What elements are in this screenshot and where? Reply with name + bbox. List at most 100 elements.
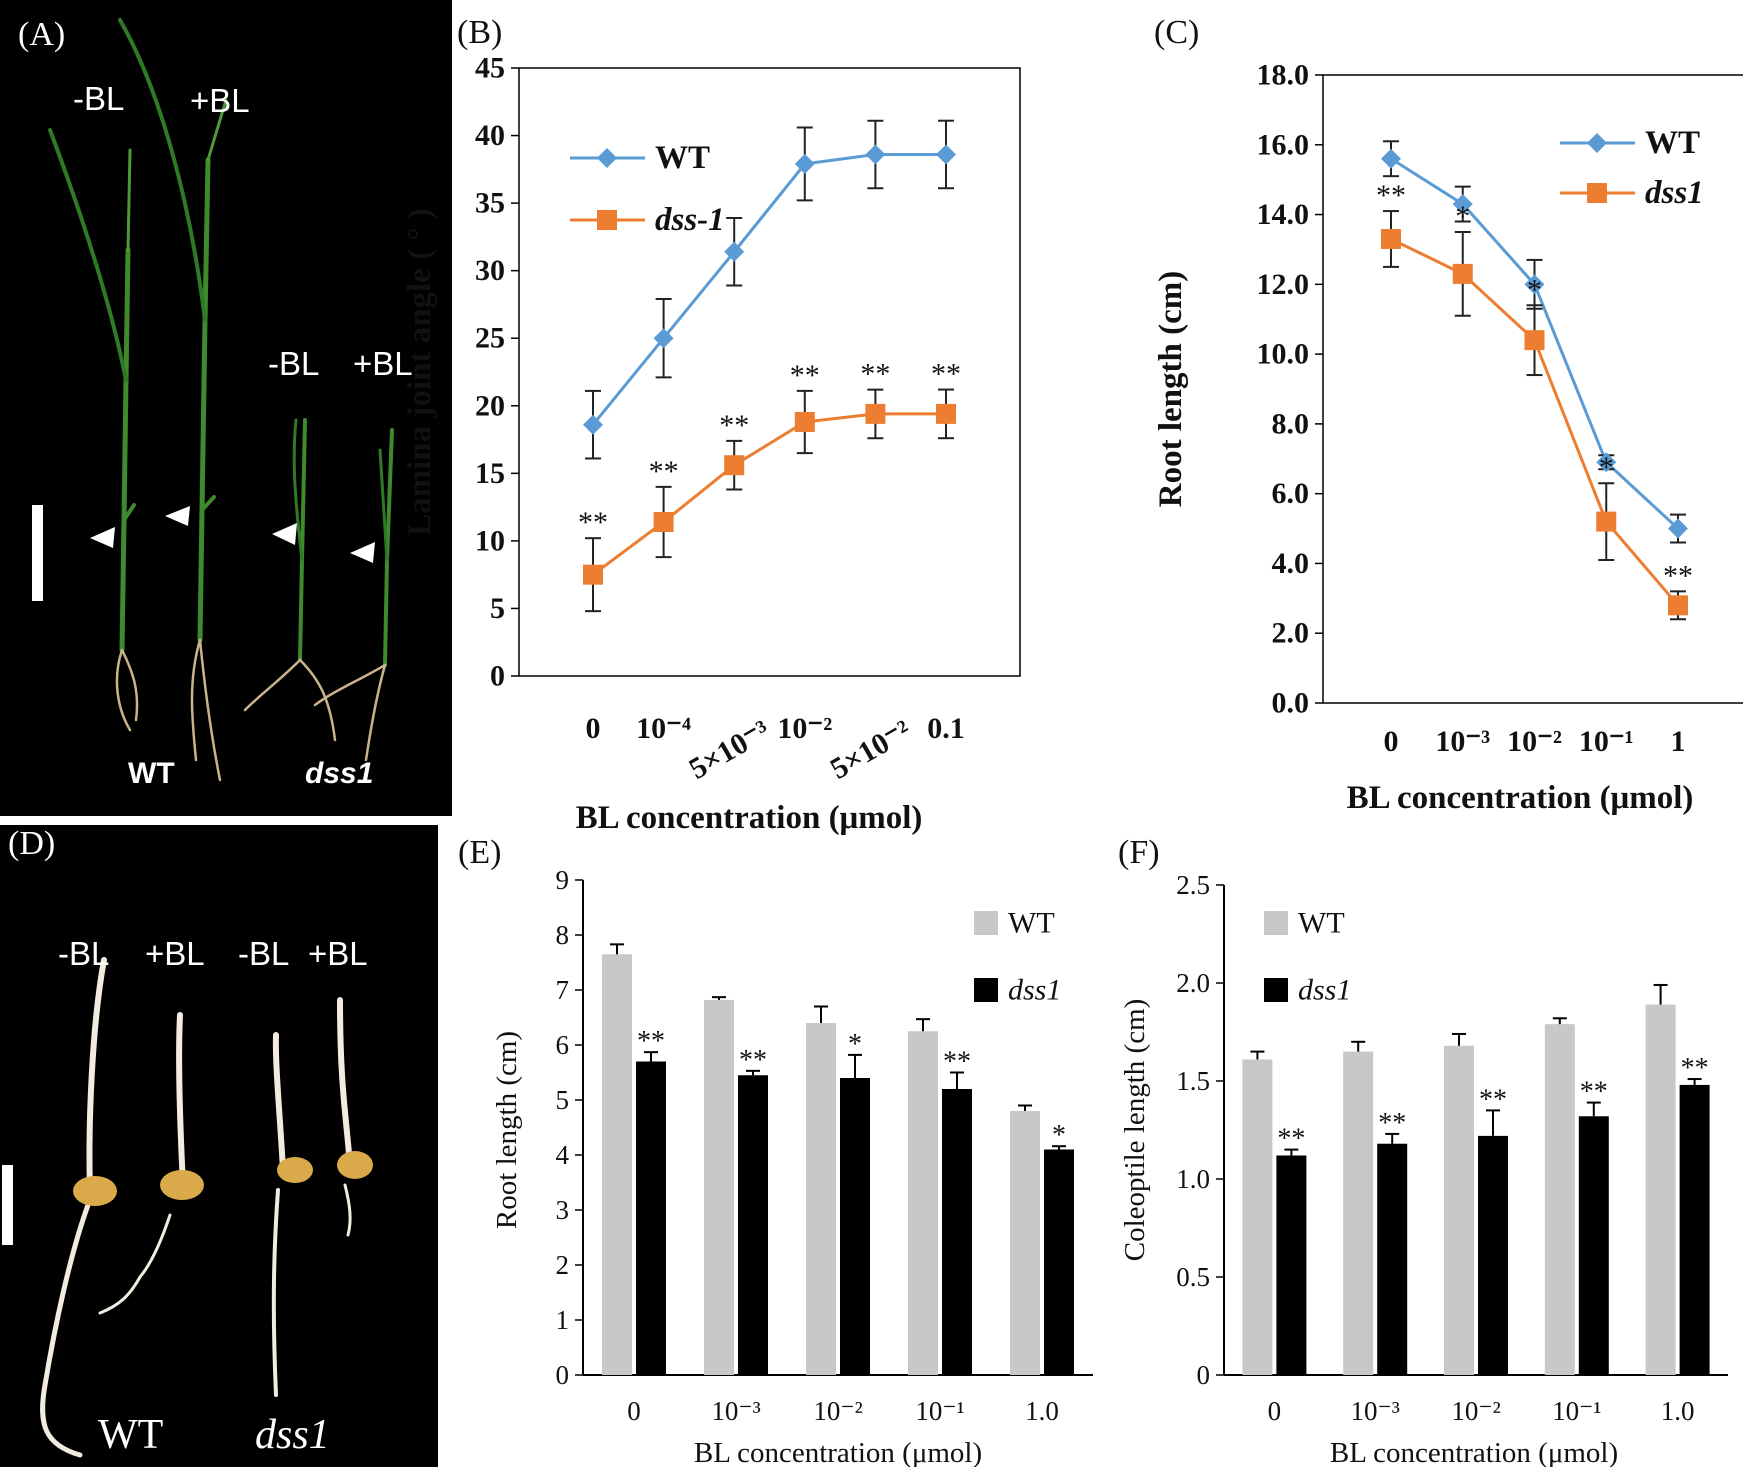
y-tick-label: 0 — [490, 660, 505, 693]
y-tick-label: 16.0 — [1257, 128, 1310, 161]
y-axis-label: Root length (cm) — [491, 1031, 523, 1229]
significance-mark: ** — [1479, 1084, 1507, 1115]
data-point-WT — [1524, 274, 1545, 295]
significance-mark: ** — [1378, 1108, 1406, 1139]
x-tick-label: 10⁻³ — [711, 1396, 760, 1426]
x-tick-label: 0.1 — [927, 712, 965, 745]
data-point-dss1 — [1524, 330, 1545, 351]
label-dss1-minus-bl: -BL — [268, 345, 320, 382]
y-tick-label: 4.0 — [1272, 547, 1310, 580]
y-tick-label: 8 — [556, 920, 570, 950]
x-tick-label: 0 — [1268, 1396, 1282, 1426]
bar-WT — [806, 1023, 836, 1375]
significance-mark: * — [1599, 451, 1614, 484]
significance-mark: ** — [1681, 1053, 1709, 1084]
x-tick-label: 10⁻¹ — [915, 1396, 964, 1426]
x-tick-label: 1.0 — [1661, 1396, 1695, 1426]
bar-WT — [1343, 1051, 1374, 1375]
photo-panel-d: (D) -BL +BL -BL +BL WT dss1 — [0, 825, 438, 1467]
data-point-WT — [1381, 148, 1401, 169]
significance-mark: ** — [1376, 179, 1406, 212]
legend-label-WT: WT — [1645, 125, 1700, 161]
legend-swatch-WT — [974, 911, 998, 935]
label-wt-plus-bl: +BL — [190, 82, 250, 119]
data-point-dss-1 — [936, 403, 956, 424]
significance-mark: ** — [739, 1045, 767, 1076]
y-tick-label: 6.0 — [1272, 477, 1310, 510]
x-tick-label: 10⁻¹ — [1579, 725, 1634, 758]
bar-dss1 — [1478, 1135, 1508, 1375]
x-axis-label: BL concentration (μmol) — [576, 800, 923, 836]
bar-dss1 — [1578, 1116, 1609, 1375]
arrowhead-markers — [90, 506, 375, 563]
x-tick-label: 10⁻² — [813, 1396, 862, 1426]
y-tick-label: 40 — [475, 119, 505, 152]
significance-mark: ** — [1663, 559, 1693, 592]
x-tick-label: 10⁻³ — [1435, 725, 1490, 758]
y-tick-label: 14.0 — [1257, 198, 1310, 231]
x-axis-label: BL concentration (μmol) — [694, 1437, 982, 1467]
legend-label-dss1: dss1 — [1645, 175, 1704, 211]
legend-swatch-dss1 — [1264, 978, 1288, 1002]
legend-label-dss1: dss1 — [1008, 974, 1061, 1007]
bar-WT — [1544, 1024, 1575, 1375]
y-tick-label: 1.5 — [1176, 1066, 1210, 1096]
label-dss1-a: dss1 — [305, 757, 374, 790]
x-tick-label: 10⁻² — [777, 712, 832, 745]
y-tick-label: 45 — [475, 52, 505, 85]
bar-WT — [1444, 1045, 1474, 1375]
label-wt-minus-bl: -BL — [73, 80, 125, 117]
data-point-dss1 — [1381, 228, 1401, 249]
label-dss1-plus-bl: +BL — [353, 345, 413, 382]
y-tick-label: 12.0 — [1257, 268, 1310, 301]
y-tick-label: 35 — [475, 187, 505, 220]
data-point-WT — [653, 328, 674, 349]
scale-bar-d — [2, 1165, 13, 1245]
bar-dss1 — [840, 1078, 870, 1375]
y-tick-label: 2.5 — [1176, 870, 1210, 900]
label-wt-minus-bl-d: -BL — [58, 935, 110, 972]
significance-mark: ** — [1277, 1124, 1305, 1155]
label-dss1-d: dss1 — [255, 1412, 330, 1458]
bar-dss1 — [636, 1061, 666, 1375]
chart-f-coleoptile-length: (F) 0 0.5 1.0 1.5 2.0 2.5 BL concentration (μmo… — [1118, 834, 1728, 1467]
y-tick-label: 30 — [475, 254, 505, 287]
x-tick-label: 5×10⁻² — [825, 714, 917, 786]
bar-WT — [1242, 1059, 1273, 1375]
legend-marker-dss1 — [1587, 183, 1607, 203]
significance-mark: ** — [943, 1047, 971, 1078]
y-tick-label: 3 — [556, 1195, 570, 1225]
significance-mark: ** — [860, 358, 890, 391]
y-tick-label: 2.0 — [1176, 968, 1210, 998]
data-point-WT — [794, 153, 815, 174]
data-point-WT — [936, 144, 956, 165]
significance-mark: ** — [931, 358, 961, 391]
significance-mark: ** — [790, 359, 820, 392]
y-tick-label: 20 — [475, 389, 505, 422]
panel-label-d: (D) — [8, 825, 56, 862]
y-tick-label: 10.0 — [1257, 338, 1310, 371]
y-tick-label: 9 — [556, 865, 570, 895]
data-point-dss1 — [1452, 263, 1473, 284]
y-axis-label: Root length (cm) — [1153, 271, 1189, 507]
seedling-illustration-d — [2, 957, 373, 1458]
chart-b-lamina-joint-angle: (B) 0 5 10 15 20 25 30 35 40 45 BL concentration (μ… — [402, 14, 1021, 836]
y-tick-label: 5 — [556, 1085, 570, 1115]
scale-bar-a — [32, 505, 43, 601]
bar-WT — [1645, 1004, 1676, 1375]
bar-dss1 — [1377, 1143, 1408, 1375]
significance-mark: * — [1527, 273, 1542, 306]
significance-mark: ** — [578, 506, 608, 539]
data-point-WT — [865, 144, 886, 165]
photo-panel-a: (A) -BL +BL -BL +BL WT dss1 — [0, 0, 452, 816]
y-tick-label: 5 — [490, 592, 505, 625]
data-point-dss1 — [1596, 511, 1617, 532]
y-tick-label: 18.0 — [1257, 59, 1310, 92]
y-tick-label: 0 — [1197, 1360, 1211, 1390]
legend-label-WT: WT — [1008, 907, 1055, 940]
legend-label-dss-1: dss-1 — [655, 202, 725, 238]
panel-label: (B) — [457, 14, 502, 51]
significance-mark: * — [848, 1029, 862, 1060]
legend-swatch-dss1 — [974, 978, 998, 1002]
bar-dss1 — [738, 1075, 768, 1375]
